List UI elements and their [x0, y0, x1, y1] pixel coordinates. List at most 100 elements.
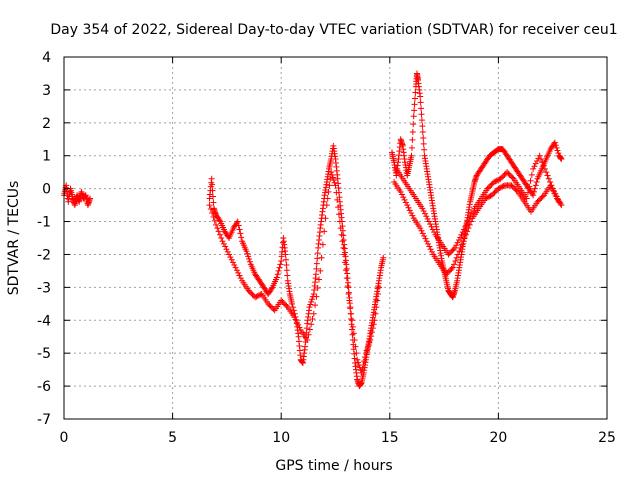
data-point [246, 256, 253, 263]
data-point [533, 179, 540, 186]
data-point [274, 271, 281, 278]
data-point [464, 228, 471, 235]
data-point [340, 244, 347, 251]
data-point [410, 113, 417, 120]
data-point [420, 208, 427, 215]
data-point [235, 269, 242, 276]
data-point [426, 243, 433, 250]
x-tick-label: 10 [272, 430, 290, 446]
data-point [427, 246, 434, 253]
data-point [530, 192, 537, 199]
data-point [453, 242, 460, 249]
data-point [236, 226, 243, 233]
data-point [370, 321, 377, 328]
data-point [523, 195, 530, 202]
data-point [222, 243, 229, 250]
data-point [309, 315, 316, 322]
data-point [488, 192, 495, 199]
data-point [342, 259, 349, 266]
data-point [252, 294, 259, 301]
data-point [355, 359, 362, 366]
data-point [372, 310, 379, 317]
data-point [289, 300, 296, 307]
data-point [535, 197, 542, 204]
data-point [237, 230, 244, 237]
data-point [528, 171, 535, 178]
data-point [498, 184, 505, 191]
y-tick-label: -6 [37, 379, 51, 395]
chart-title: Day 354 of 2022, Sidereal Day-to-day VTE… [50, 22, 617, 38]
data-point [231, 261, 238, 268]
data-point [206, 202, 213, 209]
data-point [349, 331, 356, 338]
data-point [431, 229, 438, 236]
data-point [246, 258, 253, 265]
data-point [558, 156, 565, 163]
x-tick-label: 20 [489, 430, 507, 446]
data-point [327, 175, 334, 182]
data-point [373, 304, 380, 311]
data-point [459, 229, 466, 236]
data-point [313, 293, 320, 300]
data-point [332, 182, 339, 189]
x-tick-label: 25 [598, 430, 616, 446]
data-point [418, 117, 425, 124]
data-point [451, 261, 458, 268]
data-point [539, 159, 546, 166]
data-point [310, 310, 317, 317]
data-point [315, 276, 322, 283]
data-point [537, 196, 544, 203]
data-point [466, 215, 473, 222]
data-point [253, 293, 260, 300]
y-axis-label: SDTVAR / TECUs [6, 181, 22, 296]
data-point [368, 329, 375, 336]
data-point [343, 275, 350, 282]
data-point [535, 155, 542, 162]
data-point [507, 173, 514, 180]
data-point [410, 121, 417, 128]
data-point [313, 260, 320, 267]
data-point [536, 152, 543, 159]
data-point [500, 183, 507, 190]
data-point [402, 199, 409, 206]
data-point [417, 93, 424, 100]
data-point [461, 235, 468, 241]
data-point [554, 196, 561, 203]
data-point [305, 331, 312, 338]
data-point [304, 337, 311, 344]
y-tick-label: 0 [42, 182, 51, 198]
data-point [328, 169, 335, 176]
data-point [363, 347, 370, 354]
y-tick-label: 2 [42, 116, 51, 132]
data-point [374, 297, 381, 304]
data-point [408, 152, 415, 159]
y-tick-label: -7 [37, 412, 51, 428]
data-point [216, 217, 223, 224]
data-point [552, 190, 559, 197]
data-point [421, 233, 428, 240]
data-point [235, 222, 242, 229]
data-point [549, 185, 556, 192]
data-point [337, 225, 344, 232]
data-point [501, 171, 508, 178]
data-point [353, 350, 360, 357]
data-point [419, 205, 426, 212]
data-point [465, 225, 472, 232]
data-point [87, 195, 94, 202]
data-point [429, 226, 436, 233]
data-point [296, 324, 303, 331]
data-point [423, 213, 430, 220]
data-point [244, 250, 251, 257]
data-point [551, 188, 558, 195]
data-point [468, 210, 475, 217]
data-point [329, 171, 336, 178]
data-point [326, 182, 333, 189]
data-point [358, 369, 365, 376]
data-point [493, 177, 500, 184]
data-point [248, 290, 255, 297]
data-point [313, 265, 320, 272]
data-point [210, 213, 217, 220]
y-tick-label: 4 [42, 50, 51, 66]
data-point [325, 188, 332, 195]
